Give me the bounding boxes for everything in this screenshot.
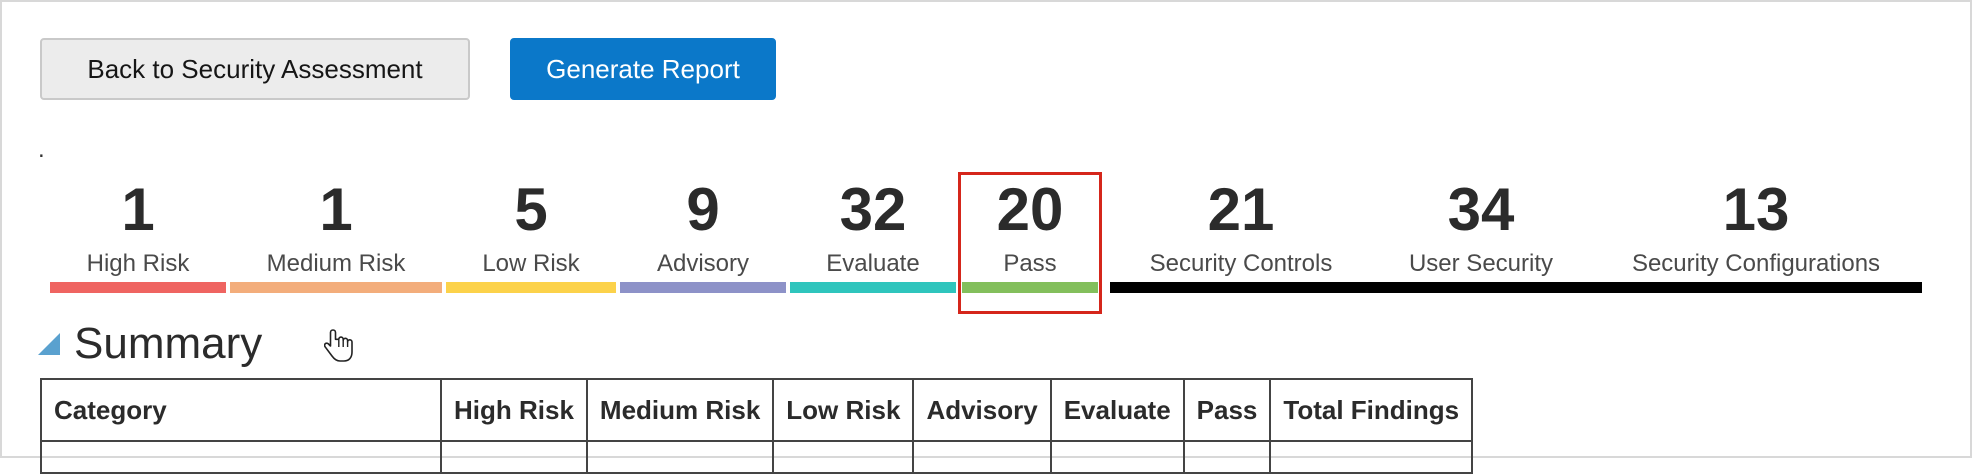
- hand-pointer-cursor-icon: [324, 329, 353, 362]
- back-to-security-assessment-button[interactable]: Back to Security Assessment: [40, 38, 470, 100]
- column-header-medium-risk[interactable]: Medium Risk: [585, 378, 775, 442]
- stray-dot: .: [38, 136, 45, 163]
- metric-medium-risk[interactable]: 1 Medium Risk: [230, 178, 442, 294]
- summary-section-toggle[interactable]: Summary: [38, 320, 262, 368]
- metric-user-security[interactable]: 34 User Security: [1372, 178, 1590, 294]
- metric-label: User Security: [1408, 250, 1554, 277]
- metric-pass[interactable]: 20 Pass: [962, 178, 1098, 294]
- generate-report-button[interactable]: Generate Report: [510, 38, 776, 100]
- metric-label: Security Configurations: [1631, 250, 1881, 277]
- column-header-category[interactable]: Category: [40, 378, 442, 442]
- metric-value: 1: [121, 176, 155, 243]
- metric-color-bar: [962, 282, 1098, 293]
- metric-value: 20: [996, 176, 1064, 243]
- metric-value: 32: [839, 176, 907, 243]
- metric-color-bar: [620, 282, 786, 293]
- metric-high-risk[interactable]: 1 High Risk: [50, 178, 226, 294]
- metric-label: High Risk: [86, 250, 190, 277]
- metric-label: Low Risk: [482, 250, 580, 277]
- metric-value: 1: [319, 176, 353, 243]
- metric-color-bar: [446, 282, 616, 293]
- metric-advisory[interactable]: 9 Advisory: [620, 178, 786, 294]
- metric-color-bar: [790, 282, 956, 293]
- collapse-triangle-icon[interactable]: [38, 333, 60, 355]
- metric-color-bar: [1372, 282, 1590, 293]
- metric-value: 9: [686, 176, 720, 243]
- metric-label: Evaluate: [826, 250, 920, 277]
- metric-color-bar: [50, 282, 226, 293]
- metric-label: Advisory: [656, 250, 750, 277]
- metric-evaluate[interactable]: 32 Evaluate: [790, 178, 956, 294]
- metric-label: Pass: [1003, 250, 1057, 277]
- metric-label: Security Controls: [1149, 250, 1333, 277]
- column-header-low-risk[interactable]: Low Risk: [772, 378, 915, 442]
- column-header-high-risk[interactable]: High Risk: [440, 378, 588, 442]
- metric-color-bar: [1110, 282, 1372, 293]
- metric-color-bar: [1590, 282, 1922, 293]
- metric-value: 21: [1207, 176, 1275, 243]
- column-header-total-findings[interactable]: Total Findings: [1269, 378, 1474, 442]
- column-header-advisory[interactable]: Advisory: [912, 378, 1052, 442]
- summary-table: Category High Risk Medium Risk Low Risk …: [40, 378, 1474, 474]
- column-header-pass[interactable]: Pass: [1182, 378, 1272, 442]
- metric-value: 5: [514, 176, 548, 243]
- column-header-evaluate[interactable]: Evaluate: [1049, 378, 1185, 442]
- summary-table-header-row: Category High Risk Medium Risk Low Risk …: [40, 378, 1474, 442]
- metric-color-bar: [230, 282, 442, 293]
- metric-low-risk[interactable]: 5 Low Risk: [446, 178, 616, 294]
- table-row: [40, 440, 1474, 474]
- metric-value: 13: [1722, 176, 1790, 243]
- metric-label: Medium Risk: [266, 250, 406, 277]
- summary-title: Summary: [74, 319, 263, 368]
- metric-value: 34: [1447, 176, 1515, 243]
- metric-security-configurations[interactable]: 13 Security Configurations: [1590, 178, 1922, 294]
- metric-security-controls[interactable]: 21 Security Controls: [1110, 178, 1372, 294]
